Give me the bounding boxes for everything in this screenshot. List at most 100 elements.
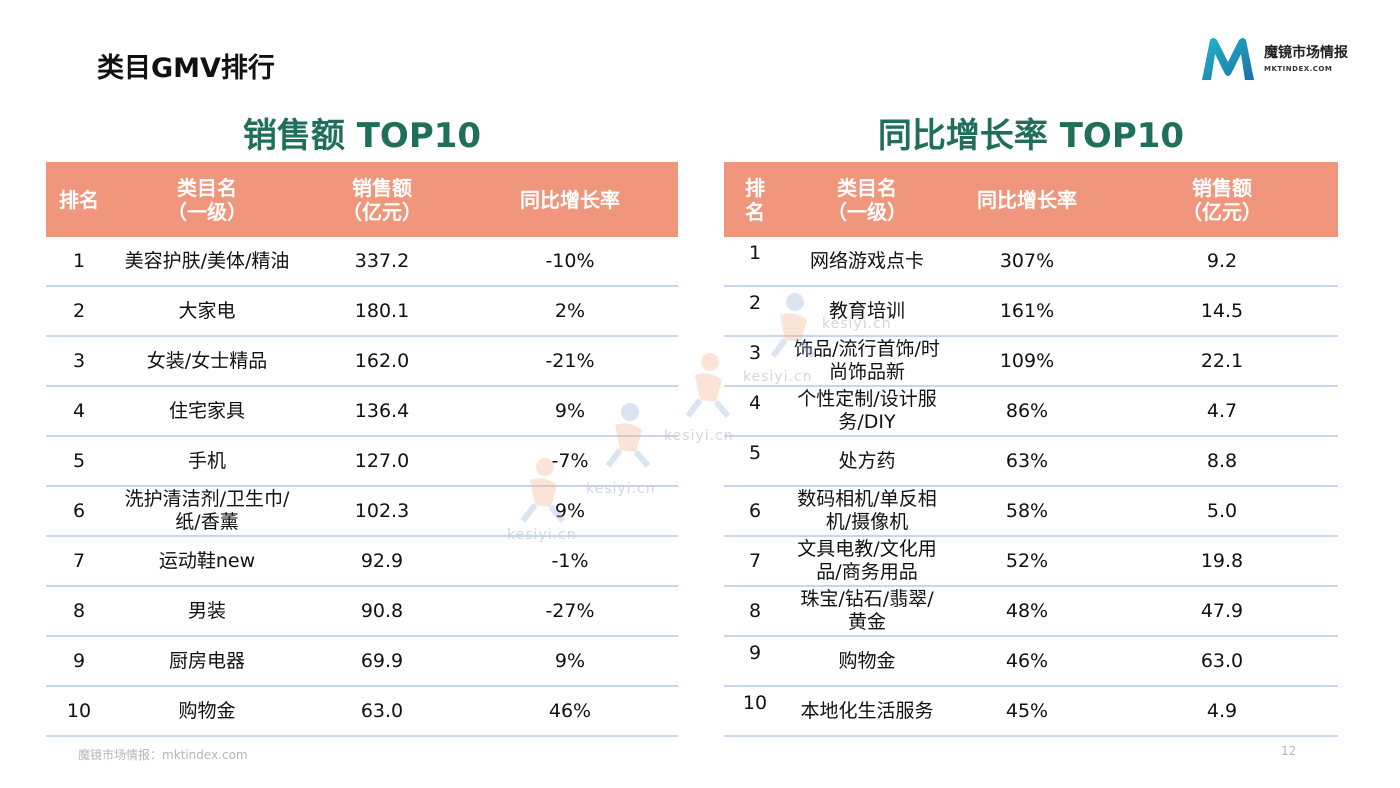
table-header: 排名 类目名 （一级） 销售额 （亿元） 同比增长率 bbox=[46, 162, 678, 237]
table-row: 9 厨房电器 69.9 9% bbox=[46, 637, 678, 687]
sales-cell: 63.0 bbox=[360, 699, 404, 722]
sales-cell: 92.9 bbox=[360, 549, 404, 572]
sales-cell: 102.3 bbox=[354, 499, 410, 522]
sales-cell: 14.5 bbox=[1200, 299, 1244, 322]
growth-cell: 86% bbox=[1005, 399, 1049, 422]
sales-cell: 337.2 bbox=[354, 249, 410, 272]
header-rank: 排名 bbox=[59, 187, 99, 212]
category-cell: 美容护肤/美体/精油 bbox=[124, 249, 290, 272]
table-row: 2 教育培训 161% 14.5 bbox=[724, 287, 1338, 337]
sales-cell: 8.8 bbox=[1206, 449, 1238, 472]
growth-cell: 46% bbox=[548, 699, 592, 722]
category-cell: 厨房电器 bbox=[168, 649, 245, 672]
category-cell: 大家电 bbox=[178, 299, 236, 322]
watermark-figure-icon bbox=[520, 458, 566, 523]
header-growth: 同比增长率 bbox=[520, 187, 620, 212]
growth-cell: 2% bbox=[554, 299, 586, 322]
sales-cell: 162.0 bbox=[354, 349, 410, 372]
watermark-figure-icon bbox=[770, 293, 816, 358]
growth-cell: 9% bbox=[554, 399, 586, 422]
rank-cell: 2 bbox=[748, 292, 762, 314]
header-rank: 排 名 bbox=[745, 175, 765, 224]
growth-cell: 46% bbox=[1005, 649, 1049, 672]
sales-cell: 9.2 bbox=[1206, 249, 1238, 272]
category-cell: 女装/女士精品 bbox=[146, 349, 268, 372]
growth-cell: 307% bbox=[999, 249, 1055, 272]
rank-cell: 7 bbox=[72, 549, 86, 572]
category-cell: 珠宝/钻石/翡翠/黄金 bbox=[800, 588, 934, 633]
table-row: 7 文具电教/文化用品/商务用品 52% 19.8 bbox=[724, 537, 1338, 587]
watermark-text: kesiyi.cn bbox=[664, 428, 734, 444]
category-cell: 手机 bbox=[187, 449, 226, 472]
sales-cell: 136.4 bbox=[354, 399, 410, 422]
table-row: 4 个性定制/设计服务/DIY 86% 4.7 bbox=[724, 387, 1338, 437]
header-growth: 同比增长率 bbox=[977, 187, 1077, 212]
rank-cell: 6 bbox=[748, 499, 762, 522]
table-row: 4 住宅家具 136.4 9% bbox=[46, 387, 678, 437]
logo-name: 魔镜市场情报 bbox=[1264, 45, 1348, 61]
rank-cell: 9 bbox=[748, 642, 762, 664]
category-cell: 男装 bbox=[187, 599, 226, 622]
growth-cell: 161% bbox=[999, 299, 1055, 322]
growth-cell: -10% bbox=[545, 249, 595, 272]
watermark-text: kesiyi.cn bbox=[507, 527, 577, 543]
watermark-text: kesiyi.cn bbox=[743, 369, 813, 385]
category-cell: 购物金 bbox=[178, 699, 236, 722]
header-category: 类目名 （一级） bbox=[167, 175, 247, 224]
header-sales: 销售额 （亿元） bbox=[1182, 175, 1262, 224]
rank-cell: 1 bbox=[748, 242, 762, 264]
watermark-text: kesiyi.cn bbox=[822, 316, 892, 332]
header-category: 类目名 （一级） bbox=[827, 175, 907, 224]
rank-cell: 5 bbox=[748, 442, 762, 464]
rank-cell: 2 bbox=[72, 299, 86, 322]
table-row: 5 手机 127.0 -7% bbox=[46, 437, 678, 487]
rank-cell: 5 bbox=[72, 449, 86, 472]
category-cell: 住宅家具 bbox=[168, 399, 245, 422]
table-row: 1 美容护肤/美体/精油 337.2 -10% bbox=[46, 237, 678, 287]
growth-cell: 9% bbox=[554, 649, 586, 672]
page-title: 类目GMV排行 bbox=[97, 53, 275, 84]
growth-cell: -21% bbox=[545, 349, 595, 372]
category-cell: 运动鞋new bbox=[158, 549, 256, 572]
table-row: 10 本地化生活服务 45% 4.9 bbox=[724, 687, 1338, 737]
sales-cell: 127.0 bbox=[354, 449, 410, 472]
sales-cell: 69.9 bbox=[360, 649, 404, 672]
growth-top10-table: 排 名 类目名 （一级） 同比增长率 销售额 （亿元） 1 网络游戏点卡 307% 9… bbox=[724, 162, 1338, 737]
sales-cell: 19.8 bbox=[1200, 549, 1244, 572]
category-cell: 购物金 bbox=[838, 649, 896, 672]
growth-cell: -7% bbox=[551, 449, 589, 472]
rank-cell: 7 bbox=[748, 549, 762, 572]
growth-cell: -27% bbox=[545, 599, 595, 622]
growth-cell: 9% bbox=[554, 499, 586, 522]
table-row: 2 大家电 180.1 2% bbox=[46, 287, 678, 337]
growth-cell: 52% bbox=[1005, 549, 1049, 572]
sales-cell: 90.8 bbox=[360, 599, 404, 622]
sales-top10-table: 排名 类目名 （一级） 销售额 （亿元） 同比增长率 1 美容护肤/美体/精油 33… bbox=[46, 162, 678, 737]
sales-cell: 63.0 bbox=[1200, 649, 1244, 672]
table-row: 5 处方药 63% 8.8 bbox=[724, 437, 1338, 487]
table-row: 3 饰品/流行首饰/时尚饰品新 109% 22.1 bbox=[724, 337, 1338, 387]
table-row: 6 数码相机/单反相机/摄像机 58% 5.0 bbox=[724, 487, 1338, 537]
rank-cell: 1 bbox=[72, 249, 86, 272]
rank-cell: 8 bbox=[748, 599, 762, 622]
sales-cell: 47.9 bbox=[1200, 599, 1244, 622]
rank-cell: 8 bbox=[72, 599, 86, 622]
page-number: 12 bbox=[1281, 744, 1297, 758]
sales-top10-title: 销售额 TOP10 bbox=[242, 116, 482, 156]
logo: 魔镜市场情报 MKTINDEX.COM bbox=[1200, 36, 1370, 84]
rank-cell: 6 bbox=[72, 499, 86, 522]
table-row: 10 购物金 63.0 46% bbox=[46, 687, 678, 737]
header-sales: 销售额 （亿元） bbox=[342, 175, 422, 224]
mktindex-logo-icon bbox=[1202, 38, 1254, 80]
category-cell: 饰品/流行首饰/时尚饰品新 bbox=[794, 338, 940, 383]
category-cell: 处方药 bbox=[838, 449, 896, 472]
growth-top10-title: 同比增长率 TOP10 bbox=[877, 116, 1185, 156]
sales-cell: 4.7 bbox=[1206, 399, 1238, 422]
rank-cell: 4 bbox=[72, 399, 86, 422]
category-cell: 网络游戏点卡 bbox=[809, 249, 924, 272]
rank-cell: 3 bbox=[72, 349, 86, 372]
rank-cell: 3 bbox=[748, 342, 762, 364]
table-row: 9 购物金 46% 63.0 bbox=[724, 637, 1338, 687]
table-row: 6 洗护清洁剂/卫生巾/纸/香薰 102.3 9% bbox=[46, 487, 678, 537]
category-cell: 本地化生活服务 bbox=[800, 699, 934, 722]
